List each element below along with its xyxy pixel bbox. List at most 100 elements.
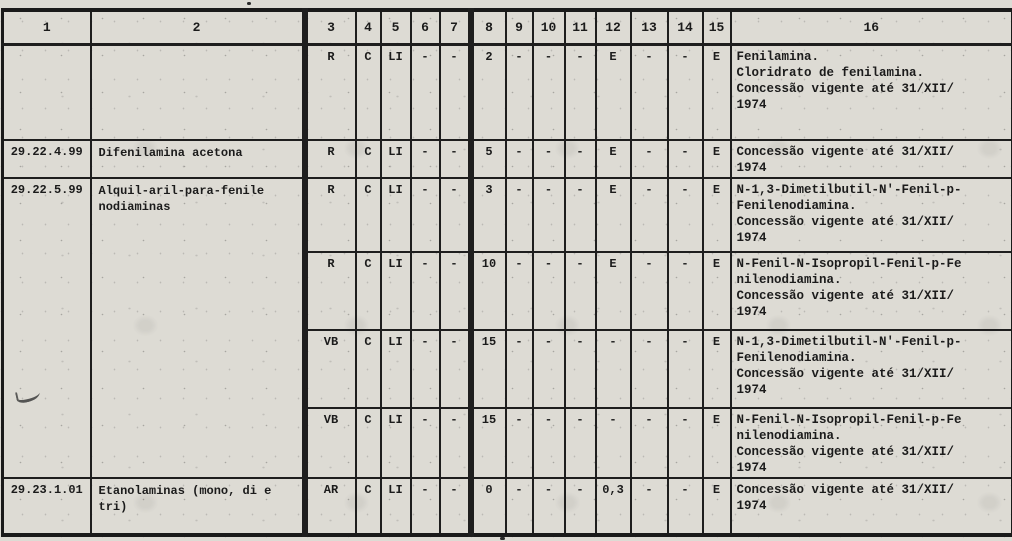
scan-artifact <box>500 537 505 540</box>
table-cell: - <box>666 176 704 253</box>
table-cell: - <box>629 43 669 141</box>
table-cell: - <box>666 138 704 179</box>
table-cell: LI <box>379 138 412 179</box>
table-cell: E <box>594 138 632 179</box>
table-cell: - <box>666 328 704 409</box>
table-cell: - <box>666 43 704 141</box>
column-header: 4 <box>354 9 382 46</box>
table-row: R C LI - - 10 - - - E - - E N-Fenil-N-Is… <box>3 250 1012 331</box>
table-cell: - <box>563 176 597 253</box>
table-cell: - <box>504 406 534 479</box>
table-cell: C <box>354 328 382 409</box>
column-header: 9 <box>504 9 534 46</box>
table-cell: - <box>409 476 441 536</box>
table-cell: 15 <box>467 328 507 409</box>
table-cell: 0,3 <box>594 476 632 536</box>
table-cell: - <box>563 138 597 179</box>
table-cell: E <box>594 43 632 141</box>
table-cell: - <box>438 328 472 409</box>
table-cell: 10 <box>467 250 507 331</box>
scan-artifact <box>247 2 251 5</box>
table-cell: - <box>409 328 441 409</box>
table-cell: - <box>531 250 566 331</box>
observation-cell: Concessão vigente até 31/XII/ 1974 <box>729 138 1012 179</box>
table-cell: R <box>301 43 357 141</box>
table-cell: R <box>301 138 357 179</box>
product-name-cell: Alquil-aril-para-fenile nodiaminas <box>89 176 306 479</box>
table-cell: E <box>594 250 632 331</box>
table-cell: 5 <box>467 138 507 179</box>
table-cell: - <box>504 43 534 141</box>
table-cell: R <box>301 250 357 331</box>
table-cell: 15 <box>467 406 507 479</box>
observation-cell: Concessão vigente até 31/XII/ 1974 <box>729 476 1012 536</box>
table-cell: - <box>531 43 566 141</box>
column-header: 6 <box>409 9 441 46</box>
table-cell: - <box>504 176 534 253</box>
table-cell: E <box>701 328 732 409</box>
table-cell: - <box>438 250 472 331</box>
column-header: 16 <box>729 9 1012 46</box>
table-cell: 2 <box>467 43 507 141</box>
observation-cell: N-1,3-Dimetilbutil-N'-Fenil-p- Fenilenod… <box>729 176 1012 253</box>
column-header: 10 <box>531 9 566 46</box>
table-cell: - <box>563 328 597 409</box>
table-cell: E <box>701 476 732 536</box>
nbm-code-cell <box>1 43 92 141</box>
table-cell: E <box>701 406 732 479</box>
table-row: 29.22.5.99 Alquil-aril-para-fenile nodia… <box>1 176 1012 479</box>
table-cell: - <box>629 176 669 253</box>
column-header: 8 <box>467 9 507 46</box>
table-cell: - <box>531 138 566 179</box>
table-cell: - <box>409 176 441 253</box>
table-cell: - <box>438 476 472 536</box>
table-cell: E <box>701 176 732 253</box>
column-header: 12 <box>594 9 632 46</box>
nbm-code-cell: 29.23.1.01 <box>1 476 92 536</box>
table-cell: - <box>594 406 632 479</box>
table-cell: - <box>504 250 534 331</box>
table-cell: E <box>594 176 632 253</box>
table-cell: LI <box>379 406 412 479</box>
table-cell: - <box>504 328 534 409</box>
table-cell: - <box>563 250 597 331</box>
table-cell: - <box>438 176 472 253</box>
table-cell: LI <box>379 43 412 141</box>
table-cell: - <box>409 250 441 331</box>
table-cell: - <box>594 328 632 409</box>
table-cell: - <box>531 476 566 536</box>
product-name-cell: Etanolaminas (mono, di e tri) <box>89 476 306 536</box>
table-cell: VB <box>301 328 357 409</box>
table-row: VB C LI - - 15 - - - - - - E N-Fenil-N-I… <box>3 406 1012 479</box>
column-header: 14 <box>666 9 704 46</box>
table-cell: - <box>531 176 566 253</box>
header-row: 1 2 3 4 5 6 7 8 9 10 11 12 13 14 15 16 <box>1 9 1012 46</box>
table-cell: C <box>354 43 382 141</box>
table-cell: - <box>629 138 669 179</box>
table-cell: - <box>629 250 669 331</box>
table-cell: AR <box>301 476 357 536</box>
table-row: VB C LI - - 15 - - - - - - E N-1,3-Dimet… <box>3 328 1012 409</box>
column-header: 7 <box>438 9 472 46</box>
table-cell: - <box>438 406 472 479</box>
observation-cell: N-Fenil-N-Isopropil-Fenil-p-Fe nilenodia… <box>729 406 1012 479</box>
table-cell: - <box>531 406 566 479</box>
table-cell: LI <box>379 328 412 409</box>
table-cell: LI <box>379 176 412 253</box>
observation-cell: N-1,3-Dimetilbutil-N'-Fenil-p- Fenilenod… <box>729 328 1012 409</box>
column-header: 1 <box>1 9 92 46</box>
table-row: 29.22.4.99 Difenilamina acetona R C LI -… <box>1 138 1012 179</box>
table-cell: - <box>629 328 669 409</box>
table-cell: LI <box>379 250 412 331</box>
table-cell: - <box>504 138 534 179</box>
column-header: 3 <box>301 9 357 46</box>
table-cell: - <box>563 476 597 536</box>
table-cell: - <box>438 138 472 179</box>
table-cell: R <box>301 176 357 253</box>
column-header: 13 <box>629 9 669 46</box>
table-cell: C <box>354 476 382 536</box>
table-cell: VB <box>301 406 357 479</box>
table-cell: C <box>354 250 382 331</box>
table-cell: E <box>701 250 732 331</box>
